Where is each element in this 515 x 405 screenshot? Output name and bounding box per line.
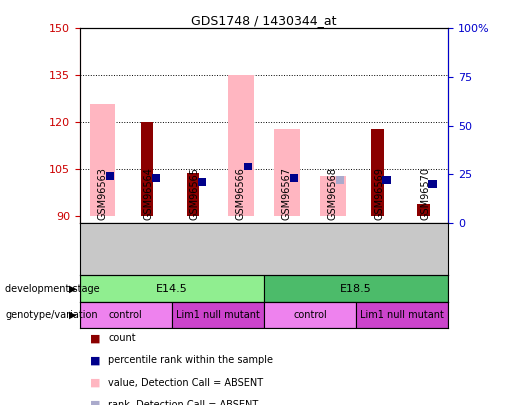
- Text: Lim1 null mutant: Lim1 null mutant: [176, 310, 260, 320]
- Text: ■: ■: [90, 378, 100, 388]
- Text: ■: ■: [90, 356, 100, 365]
- Text: ▶: ▶: [68, 310, 76, 320]
- Text: percentile rank within the sample: percentile rank within the sample: [108, 356, 273, 365]
- Bar: [80, 302, 172, 328]
- Bar: [152, 175, 160, 182]
- Text: value, Detection Call = ABSENT: value, Detection Call = ABSENT: [108, 378, 263, 388]
- Bar: [320, 176, 346, 217]
- Text: control: control: [109, 310, 143, 320]
- Bar: [371, 129, 384, 217]
- Text: rank, Detection Call = ABSENT: rank, Detection Call = ABSENT: [108, 400, 259, 405]
- Bar: [186, 173, 199, 217]
- Bar: [228, 75, 253, 217]
- Bar: [428, 180, 437, 188]
- Text: count: count: [108, 333, 136, 343]
- Text: ■: ■: [90, 333, 100, 343]
- Bar: [274, 129, 300, 217]
- Bar: [172, 302, 264, 328]
- Text: control: control: [293, 310, 327, 320]
- Text: ■: ■: [90, 400, 100, 405]
- Bar: [290, 175, 299, 182]
- Bar: [106, 173, 114, 180]
- Bar: [417, 204, 430, 217]
- Text: genotype/variation: genotype/variation: [5, 310, 98, 320]
- Text: E18.5: E18.5: [340, 284, 372, 294]
- Text: development stage: development stage: [5, 284, 100, 294]
- Bar: [264, 302, 356, 328]
- Title: GDS1748 / 1430344_at: GDS1748 / 1430344_at: [191, 14, 337, 27]
- Bar: [382, 176, 390, 183]
- Bar: [198, 178, 207, 185]
- Bar: [244, 163, 252, 170]
- Bar: [336, 176, 345, 183]
- Bar: [264, 275, 448, 302]
- Text: Lim1 null mutant: Lim1 null mutant: [360, 310, 444, 320]
- Bar: [80, 275, 264, 302]
- Bar: [141, 122, 153, 217]
- Bar: [90, 104, 115, 217]
- Bar: [356, 302, 448, 328]
- Text: ▶: ▶: [68, 284, 76, 294]
- Text: E14.5: E14.5: [156, 284, 188, 294]
